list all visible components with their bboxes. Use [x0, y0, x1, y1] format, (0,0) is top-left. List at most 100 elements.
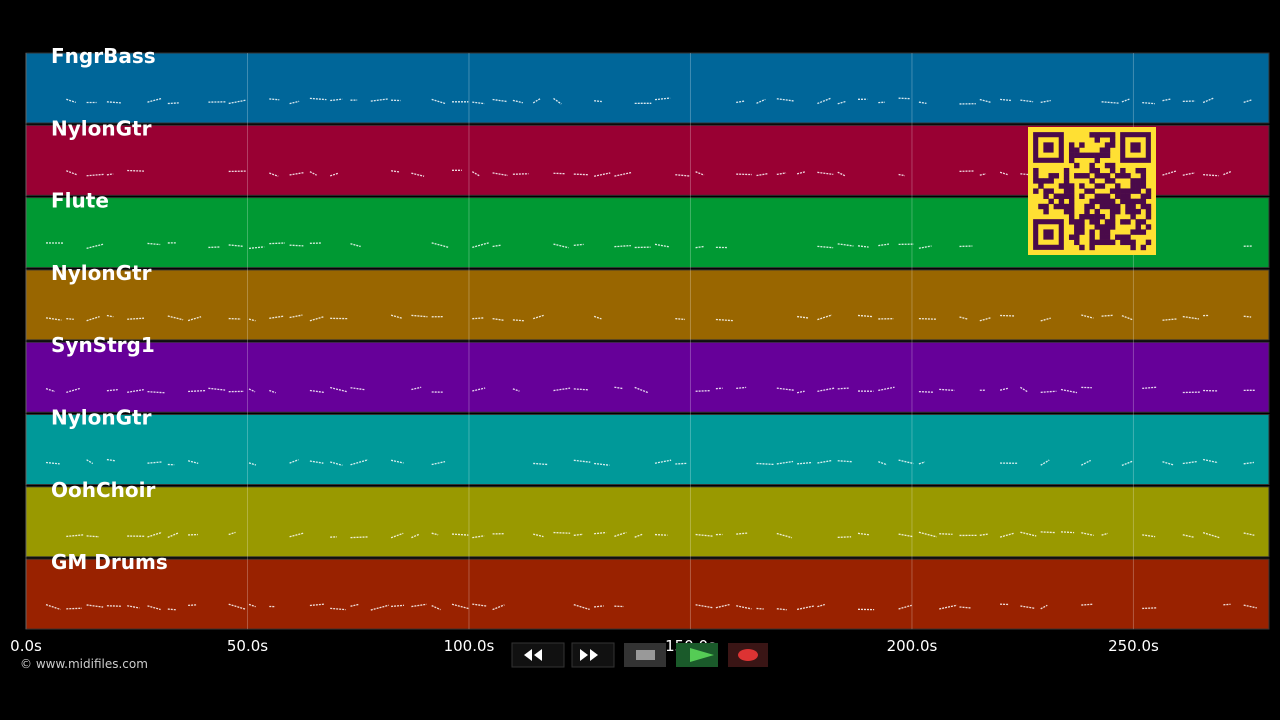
note [1020, 531, 1037, 537]
qr-module [1068, 188, 1075, 194]
note [1162, 318, 1178, 321]
qr-module [1053, 173, 1060, 179]
qr-module [1038, 203, 1044, 210]
qr-module [1084, 203, 1090, 210]
track-name: GM Drums [51, 550, 168, 574]
qr-module [1094, 137, 1100, 143]
note [695, 171, 705, 176]
note [127, 389, 144, 393]
note [370, 604, 389, 611]
stop-button[interactable] [624, 643, 666, 667]
note [472, 603, 488, 607]
note [817, 97, 832, 105]
record-button[interactable] [728, 643, 768, 667]
note [898, 173, 905, 177]
note [289, 172, 304, 176]
qr-module [1089, 239, 1095, 246]
qr-module [1084, 152, 1090, 159]
note [776, 460, 794, 465]
qr-module [1140, 229, 1147, 235]
qr-module [1038, 178, 1044, 184]
qr-module [1079, 152, 1085, 159]
note [1040, 604, 1048, 610]
note [106, 101, 122, 104]
qr-module [1053, 203, 1060, 210]
qr-module [1089, 203, 1095, 210]
track-lane [25, 414, 1270, 485]
qr-module [1135, 208, 1141, 215]
note [512, 388, 520, 392]
note [269, 315, 284, 319]
note [634, 386, 649, 394]
qr-module [1099, 147, 1106, 153]
rewind-button[interactable] [511, 642, 565, 668]
qr-module [1104, 234, 1111, 240]
note [289, 314, 303, 319]
qr-module [1104, 178, 1111, 184]
qr-module [1084, 214, 1090, 220]
note [1182, 172, 1195, 176]
note [492, 604, 505, 611]
qr-module [1120, 193, 1126, 199]
qr-module [1145, 224, 1152, 230]
note [411, 533, 420, 539]
qr-code [1028, 127, 1156, 255]
note [472, 317, 484, 320]
note [492, 317, 504, 321]
qr-module [1094, 193, 1100, 199]
fast-forward-button[interactable] [571, 642, 615, 668]
qr-module [1099, 239, 1106, 246]
note [1223, 170, 1232, 176]
qr-module [1135, 229, 1141, 235]
qr-module [1094, 219, 1100, 225]
qr-module [1125, 188, 1131, 194]
qr-module [1068, 152, 1075, 159]
note [1182, 534, 1195, 538]
track-name: OohChoir [51, 478, 155, 502]
qr-module [1084, 208, 1090, 215]
note [979, 533, 989, 536]
qr-module [1109, 132, 1116, 138]
qr-module [1068, 193, 1075, 199]
qr-module [1104, 142, 1111, 148]
note [614, 244, 631, 248]
track-lane [25, 52, 1270, 124]
qr-module [1094, 157, 1100, 164]
qr-module [1048, 188, 1054, 194]
note [1020, 99, 1034, 103]
note [45, 604, 61, 611]
qr-module [1074, 219, 1080, 225]
note [350, 603, 360, 607]
note [390, 314, 403, 319]
play-button[interactable] [676, 643, 718, 667]
qr-module [1125, 234, 1131, 240]
note [106, 173, 114, 176]
time-tick-label: 50.0s [227, 637, 268, 655]
note [472, 387, 486, 392]
qr-module [1130, 239, 1136, 246]
note [1243, 315, 1252, 318]
qr-module [1125, 239, 1131, 246]
qr-module [1130, 203, 1136, 210]
note [695, 604, 714, 609]
note [654, 533, 668, 536]
qr-module [1130, 183, 1136, 189]
qr-module [1104, 193, 1111, 199]
note [918, 461, 926, 465]
qr-module [1063, 178, 1070, 184]
note [1020, 386, 1028, 393]
time-tick-label: 0.0s [10, 637, 42, 655]
qr-module [1145, 214, 1152, 220]
qr-module [1109, 178, 1116, 184]
qr-module [1094, 208, 1100, 215]
note [66, 387, 81, 394]
note [533, 533, 544, 538]
qr-module [1043, 208, 1049, 215]
qr-module [1104, 173, 1111, 179]
qr-finder [1033, 132, 1064, 163]
note [675, 462, 687, 465]
note [878, 386, 895, 392]
qr-module [1130, 188, 1136, 194]
qr-module [1140, 219, 1147, 225]
note [1081, 314, 1094, 319]
